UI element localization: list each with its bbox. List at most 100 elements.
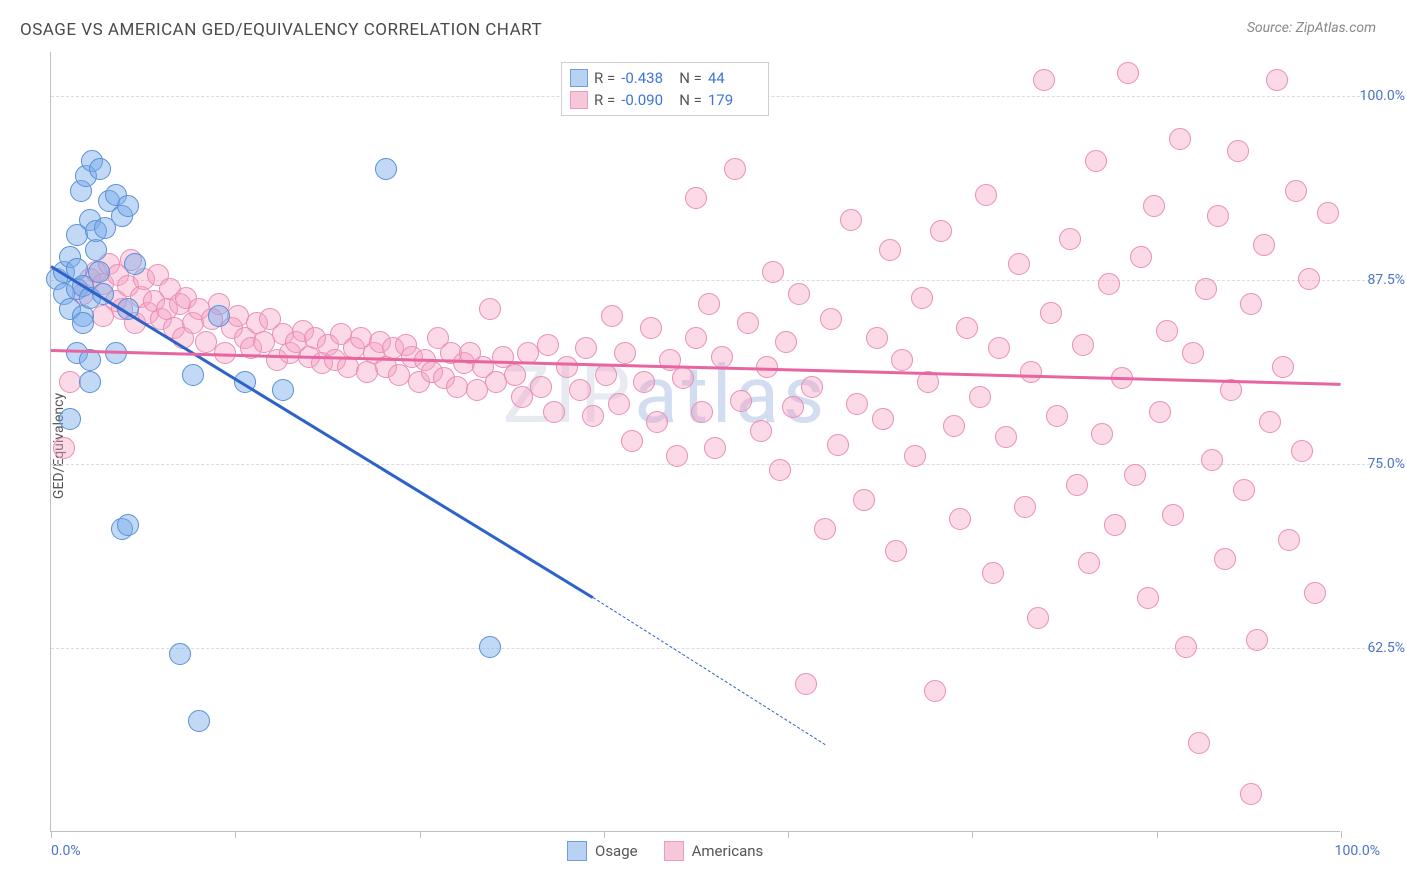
data-point [53, 437, 75, 459]
x-tick [420, 831, 421, 838]
data-point [762, 261, 784, 283]
data-point [1143, 195, 1165, 217]
data-point [1304, 582, 1326, 604]
data-point [1253, 234, 1275, 256]
x-tick [604, 831, 605, 838]
data-point [814, 518, 836, 540]
data-point [1020, 361, 1042, 383]
data-point [1014, 496, 1036, 518]
n-value: 179 [708, 91, 760, 109]
data-point [1085, 150, 1107, 172]
data-point [117, 514, 139, 536]
data-point [827, 434, 849, 456]
y-tick-label: 75.0% [1367, 456, 1405, 472]
data-point [1066, 474, 1088, 496]
data-point [169, 643, 191, 665]
data-point [879, 239, 901, 261]
data-point [1027, 607, 1049, 629]
data-point [1130, 246, 1152, 268]
data-point [375, 158, 397, 180]
data-point [124, 253, 146, 275]
data-point [1162, 504, 1184, 526]
trend-line [50, 266, 593, 600]
series-swatch [570, 91, 588, 109]
data-point [1285, 180, 1307, 202]
data-point [1266, 69, 1288, 91]
data-point [1046, 405, 1068, 427]
data-point [608, 393, 630, 415]
series-swatch [570, 69, 588, 87]
data-point [943, 415, 965, 437]
data-point [208, 305, 230, 327]
data-point [272, 379, 294, 401]
data-point [1246, 629, 1268, 651]
data-point [1137, 587, 1159, 609]
data-point [556, 356, 578, 378]
legend-label: Americans [692, 842, 764, 860]
data-point [711, 346, 733, 368]
data-point [769, 459, 791, 481]
data-point [1240, 783, 1262, 805]
y-tick-label: 87.5% [1367, 272, 1405, 288]
data-point [1072, 334, 1094, 356]
data-point [750, 420, 772, 442]
data-point [982, 562, 1004, 584]
data-point [117, 195, 139, 217]
trend-line [593, 597, 826, 745]
x-tick [1341, 831, 1342, 838]
chart-title: OSAGE VS AMERICAN GED/EQUIVALENCY CORREL… [20, 20, 542, 40]
data-point [479, 636, 501, 658]
data-point [89, 158, 111, 180]
data-point [904, 445, 926, 467]
chart-container: OSAGE VS AMERICAN GED/EQUIVALENCY CORREL… [0, 0, 1406, 892]
data-point [724, 158, 746, 180]
correlation-row: R =-0.438N =44 [570, 67, 760, 89]
data-point [1104, 514, 1126, 536]
n-value: 44 [708, 69, 760, 87]
data-point [1091, 423, 1113, 445]
x-tick [1157, 831, 1158, 838]
data-point [891, 349, 913, 371]
data-point [975, 184, 997, 206]
correlation-box: R =-0.438N =44R =-0.090N =179 [561, 62, 769, 116]
data-point [730, 390, 752, 412]
data-point [885, 540, 907, 562]
data-point [788, 283, 810, 305]
data-point [1175, 636, 1197, 658]
data-point [1240, 293, 1262, 315]
x-max-label: 100.0% [1335, 843, 1380, 859]
x-tick [235, 831, 236, 838]
data-point [1040, 302, 1062, 324]
data-point [866, 327, 888, 349]
data-point [1033, 69, 1055, 91]
data-point [1259, 411, 1281, 433]
data-point [872, 408, 894, 430]
data-point [1124, 464, 1146, 486]
data-point [930, 220, 952, 242]
gridline [51, 280, 1380, 281]
data-point [1227, 140, 1249, 162]
data-point [1272, 356, 1294, 378]
data-point [1156, 320, 1178, 342]
x-tick [788, 831, 789, 838]
x-tick [972, 831, 973, 838]
gridline [51, 464, 1380, 465]
data-point [569, 379, 591, 401]
data-point [1214, 548, 1236, 570]
data-point [640, 317, 662, 339]
x-min-label: 0.0% [51, 843, 81, 859]
data-point [188, 710, 210, 732]
y-tick-label: 62.5% [1367, 640, 1405, 656]
data-point [504, 364, 526, 386]
data-point [924, 680, 946, 702]
data-point [672, 367, 694, 389]
data-point [1207, 205, 1229, 227]
x-tick [51, 831, 52, 838]
legend-swatch [664, 841, 684, 861]
data-point [782, 396, 804, 418]
data-point [1059, 228, 1081, 250]
data-point [988, 337, 1010, 359]
data-point [1182, 342, 1204, 364]
r-value: -0.438 [621, 69, 673, 87]
r-label: R = [594, 91, 615, 109]
